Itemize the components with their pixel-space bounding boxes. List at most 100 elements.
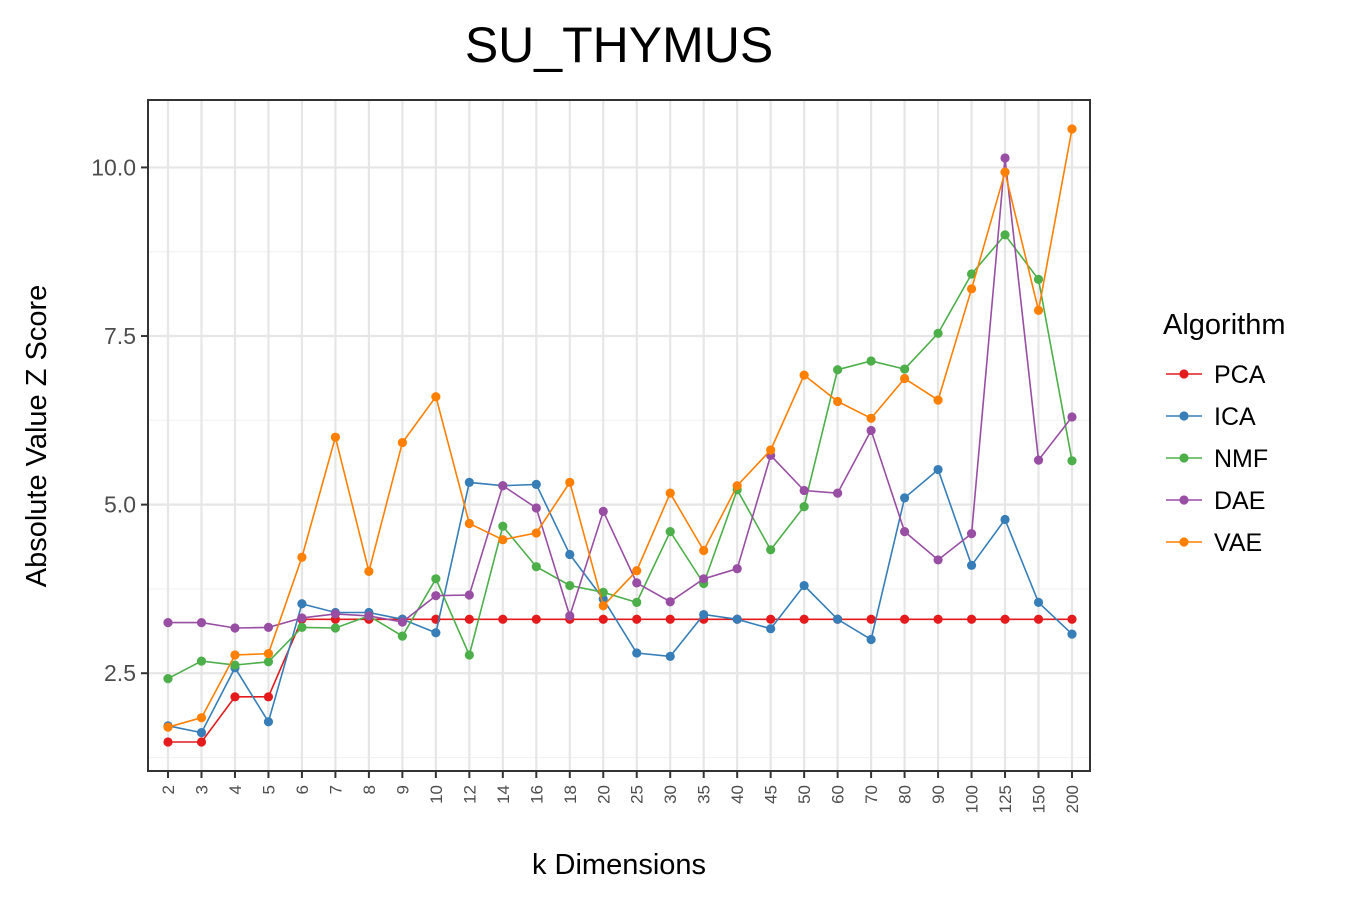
- data-point-ica: [196, 727, 207, 738]
- plot-background: [148, 100, 1090, 771]
- x-tick-label: 35: [695, 785, 714, 804]
- data-point-dae: [866, 425, 876, 436]
- data-point-nmf: [632, 597, 642, 608]
- data-point-ica: [665, 651, 675, 661]
- data-point-pca: [799, 614, 809, 624]
- data-point-ica: [431, 628, 441, 638]
- data-point-pca: [1067, 614, 1077, 624]
- legend-label-dae: DAE: [1214, 487, 1265, 515]
- data-point-nmf: [833, 365, 843, 375]
- legend-marker-pca: [1179, 369, 1189, 379]
- data-point-vae: [1000, 167, 1010, 177]
- data-point-pca: [1033, 614, 1044, 624]
- x-tick-label: 16: [527, 785, 546, 804]
- data-point-ica: [732, 614, 742, 624]
- data-point-nmf: [899, 364, 910, 374]
- data-point-vae: [632, 566, 642, 576]
- legend-marker-dae: [1179, 495, 1189, 505]
- data-point-dae: [732, 564, 742, 574]
- data-point-pca: [598, 614, 608, 624]
- data-point-vae: [665, 488, 675, 498]
- data-point-vae: [230, 650, 240, 660]
- data-point-dae: [498, 481, 508, 491]
- data-point-vae: [966, 284, 977, 294]
- data-point-vae: [330, 432, 341, 442]
- data-point-dae: [163, 618, 173, 628]
- x-tick-label: 10: [427, 785, 446, 804]
- data-point-ica: [966, 560, 977, 570]
- data-point-pca: [263, 692, 274, 702]
- data-point-ica: [1033, 597, 1044, 608]
- x-tick-label: 45: [762, 785, 781, 804]
- x-tick-label: 200: [1063, 785, 1082, 813]
- data-point-dae: [699, 574, 709, 584]
- data-point-vae: [196, 713, 207, 723]
- x-tick-label: 3: [192, 785, 211, 794]
- data-point-dae: [933, 555, 943, 565]
- data-point-pca: [1000, 614, 1010, 624]
- series-dae: [163, 153, 1077, 633]
- data-point-vae: [866, 413, 876, 423]
- legend-label-pca: PCA: [1214, 361, 1266, 389]
- x-tick-label: 14: [494, 785, 513, 804]
- series-pca: [163, 614, 1077, 747]
- data-point-dae: [598, 506, 608, 516]
- data-point-pca: [464, 614, 474, 624]
- data-point-ica: [263, 717, 274, 727]
- data-point-vae: [732, 481, 742, 491]
- data-point-dae: [833, 488, 843, 498]
- data-point-vae: [431, 392, 441, 402]
- y-tick-label: 7.5: [104, 323, 136, 349]
- data-point-dae: [464, 590, 474, 600]
- data-point-dae: [364, 611, 374, 621]
- data-point-ica: [933, 464, 943, 475]
- data-point-nmf: [866, 356, 876, 366]
- data-point-ica: [899, 493, 910, 503]
- data-point-pca: [196, 737, 207, 747]
- legend-marker-vae: [1179, 537, 1189, 547]
- y-tick-label: 2.5: [104, 660, 136, 686]
- data-point-dae: [665, 597, 675, 607]
- data-point-dae: [431, 591, 441, 601]
- y-tick-label: 5.0: [104, 492, 136, 518]
- data-point-dae: [1000, 153, 1010, 163]
- data-point-pca: [498, 614, 508, 624]
- data-point-pca: [899, 614, 910, 624]
- data-point-dae: [565, 611, 575, 621]
- x-tick-label: 40: [728, 785, 747, 804]
- data-point-dae: [531, 503, 541, 513]
- data-point-ica: [699, 609, 709, 620]
- data-point-nmf: [1067, 456, 1077, 466]
- data-point-nmf: [933, 328, 943, 338]
- data-point-nmf: [163, 674, 173, 684]
- x-tick-label: 50: [795, 785, 814, 804]
- data-point-nmf: [799, 502, 809, 512]
- y-axis-title: Absolute Value Z Score: [21, 285, 53, 588]
- legend-marker-ica: [1179, 411, 1189, 421]
- data-point-ica: [1067, 629, 1077, 639]
- data-point-nmf: [330, 623, 341, 633]
- x-tick-label: 18: [561, 785, 580, 804]
- data-point-vae: [464, 518, 474, 529]
- x-tick-label: 7: [326, 785, 345, 794]
- data-point-nmf: [230, 660, 240, 670]
- series-layer: [163, 124, 1077, 747]
- data-point-dae: [297, 613, 307, 623]
- y-axis: 2.5 5.0 7.5 10.0: [91, 154, 148, 686]
- data-point-dae: [196, 618, 207, 628]
- x-tick-label: 90: [929, 785, 948, 804]
- data-point-vae: [933, 395, 943, 405]
- data-point-vae: [766, 445, 776, 455]
- data-point-nmf: [1033, 274, 1044, 284]
- x-tick-label: 150: [1030, 785, 1049, 813]
- data-point-pca: [665, 614, 675, 624]
- data-point-nmf: [297, 622, 307, 632]
- x-tick-label: 80: [896, 785, 915, 804]
- y-tick-label: 10.0: [91, 154, 136, 180]
- data-point-nmf: [464, 650, 474, 660]
- data-point-nmf: [263, 657, 274, 667]
- series-line-ica: [167, 468, 1073, 734]
- data-point-vae: [163, 722, 173, 732]
- data-point-ica: [866, 634, 876, 645]
